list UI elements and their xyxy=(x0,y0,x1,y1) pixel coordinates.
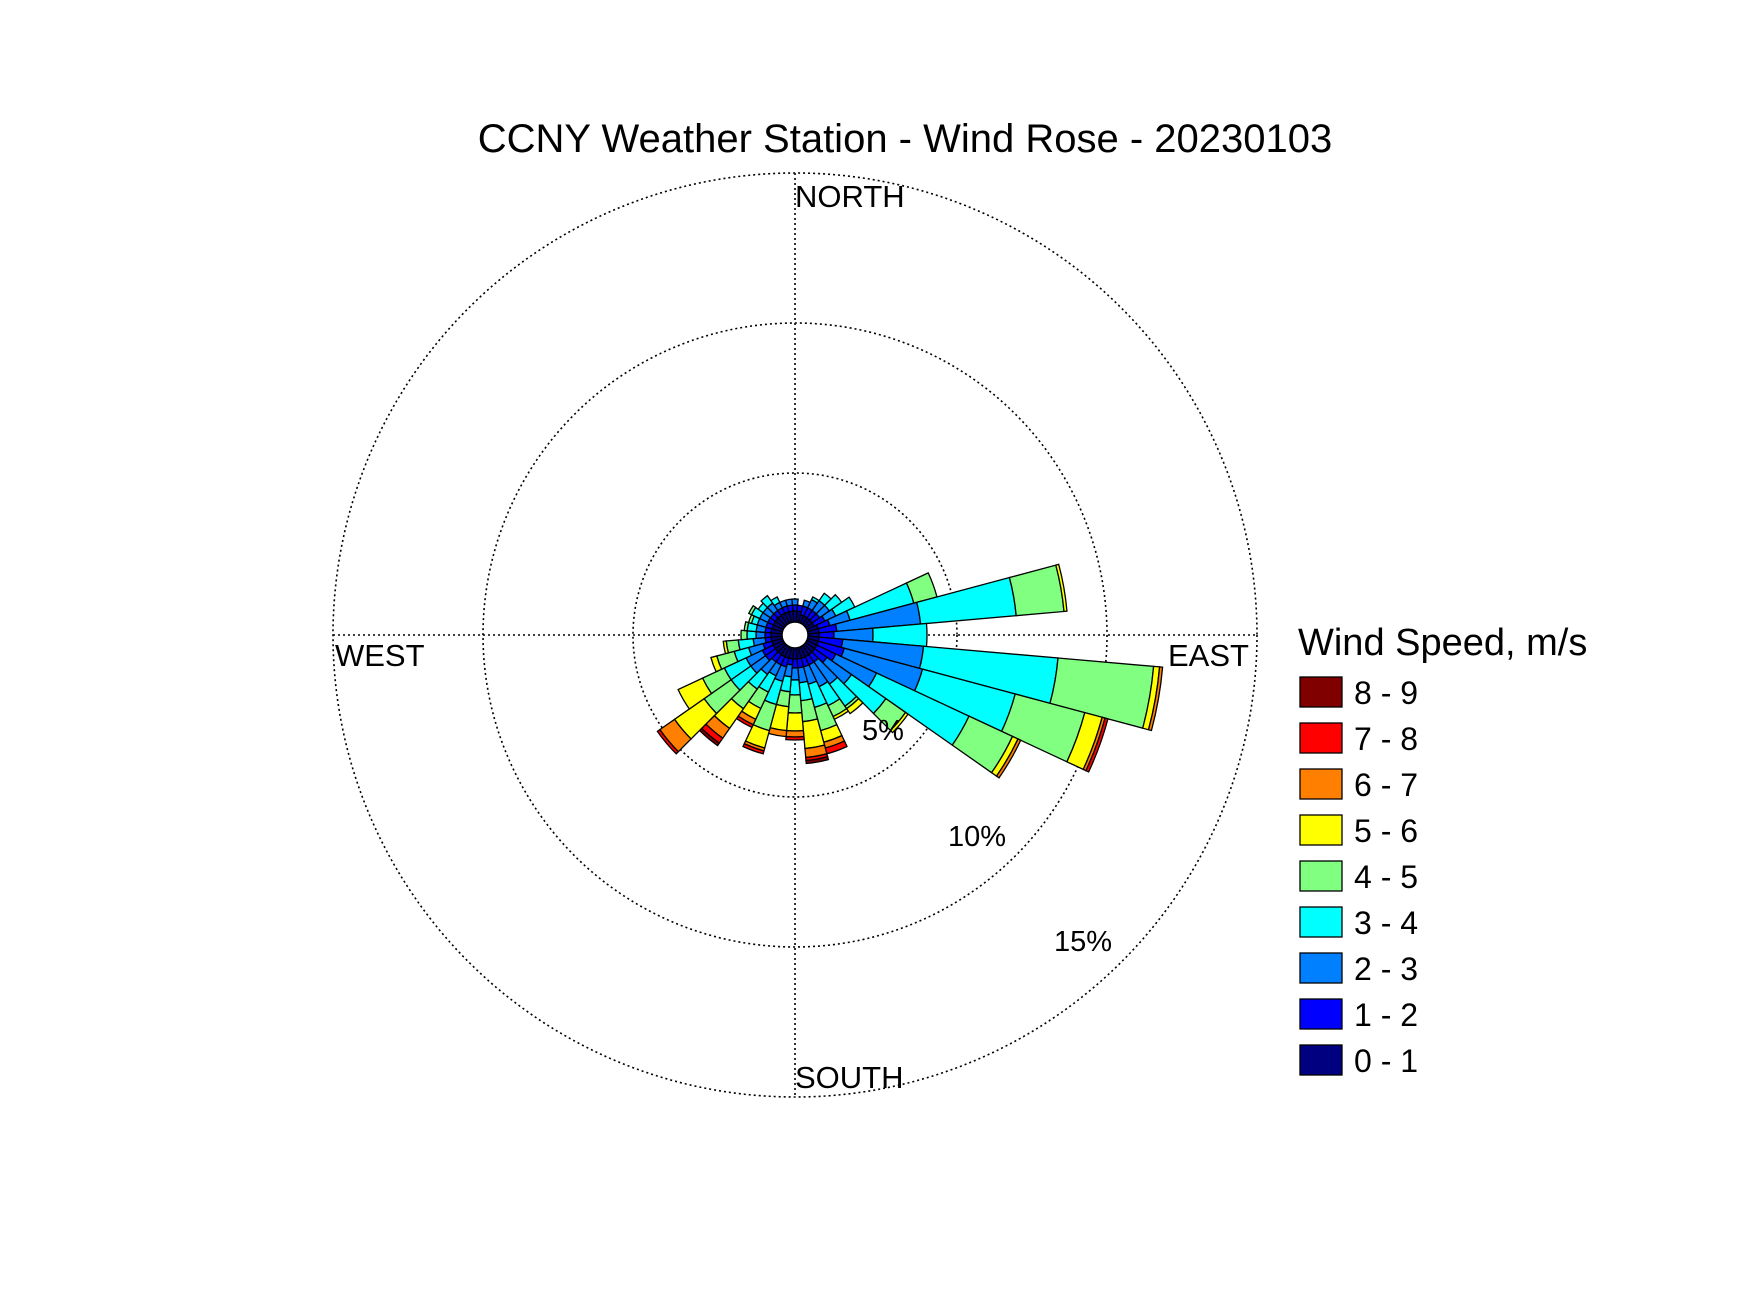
direction-west: WEST xyxy=(335,638,425,673)
legend-swatch-8 xyxy=(1299,1044,1343,1076)
legend-label-8: 0 - 1 xyxy=(1354,1043,1418,1079)
sector-270-bin-4 xyxy=(740,629,748,641)
legend-swatch-6 xyxy=(1299,952,1343,984)
legend-label-3: 5 - 6 xyxy=(1354,813,1418,849)
sector-180-bin-6 xyxy=(785,729,805,738)
legend-swatch-1 xyxy=(1299,722,1343,754)
sector-130-bin-5 xyxy=(889,711,909,734)
radial-tick-5: 5% xyxy=(862,715,904,747)
sector-180-bin-7 xyxy=(785,735,805,741)
sector-240-bin-5 xyxy=(677,677,713,710)
legend-label-7: 1 - 2 xyxy=(1354,997,1418,1033)
sector-80-bin-4 xyxy=(1008,564,1065,617)
grid-ring-10 xyxy=(482,322,1108,948)
sector-180-bin-5 xyxy=(785,711,805,732)
sector-250-bin-5 xyxy=(710,655,723,673)
sector-320-bin-3 xyxy=(760,594,774,609)
direction-north: NORTH xyxy=(795,179,905,214)
legend-label-1: 7 - 8 xyxy=(1354,721,1418,757)
direction-east: EAST xyxy=(1168,638,1249,673)
sector-300-bin-4 xyxy=(747,604,757,616)
sector-200-bin-7 xyxy=(742,742,765,755)
legend-label-2: 6 - 7 xyxy=(1354,767,1418,803)
sector-100-bin-6 xyxy=(1147,666,1164,732)
legend-label-0: 8 - 9 xyxy=(1354,675,1418,711)
legend: Wind Speed, m/s 8 - 9 7 - 8 6 - 7 5 - 6 4 - … xyxy=(1298,622,1587,1079)
sector-350-bin-2 xyxy=(784,598,794,607)
sector-110-bin-7 xyxy=(1085,717,1109,773)
sector-230-bin-7 xyxy=(656,728,680,755)
wind-sectors xyxy=(656,563,1164,779)
sector-120-bin-6 xyxy=(995,738,1022,779)
sector-170-bin-8 xyxy=(805,755,830,765)
legend-swatch-4 xyxy=(1299,860,1343,892)
legend-label-5: 3 - 4 xyxy=(1354,905,1418,941)
radial-tick-15: 15% xyxy=(1054,926,1112,958)
chart-title: CCNY Weather Station - Wind Rose - 20230… xyxy=(478,117,1333,161)
legend-title: Wind Speed, m/s xyxy=(1298,622,1587,664)
sector-140-bin-5 xyxy=(845,697,864,715)
legend-swatch-0 xyxy=(1299,676,1343,708)
sector-280-bin-4 xyxy=(743,621,750,632)
direction-south: SOUTH xyxy=(795,1060,904,1095)
legend-label-6: 2 - 3 xyxy=(1354,951,1418,987)
grid-ring-5 xyxy=(632,472,958,798)
legend-swatch-3 xyxy=(1299,814,1343,846)
sector-330-bin-3 xyxy=(770,596,781,607)
calm-center xyxy=(781,621,809,649)
sector-260-bin-5 xyxy=(722,640,730,655)
radial-tick-10: 10% xyxy=(948,821,1006,853)
legend-swatch-2 xyxy=(1299,768,1343,800)
sector-80-bin-5 xyxy=(1055,563,1068,613)
legend-label-4: 4 - 5 xyxy=(1354,859,1418,895)
legend-swatch-7 xyxy=(1299,998,1343,1030)
sector-180-bin-4 xyxy=(787,694,803,714)
legend-swatch-5 xyxy=(1299,906,1343,938)
